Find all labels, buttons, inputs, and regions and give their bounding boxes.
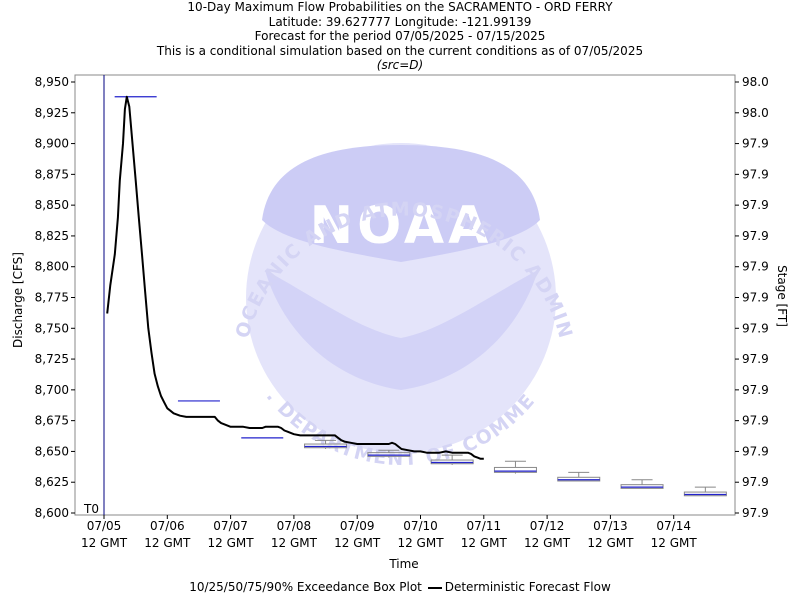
x-tick-label-time: 12 GMT: [271, 536, 318, 550]
x-tick-label-time: 12 GMT: [524, 536, 571, 550]
x-axis-title: Time: [388, 557, 418, 571]
noaa-watermark: NOAA NATIONAL OCEANIC AND ATMOSPHERIC AD…: [0, 0, 575, 470]
chart-subtitle-location: Latitude: 39.627777 Longitude: -121.9913…: [268, 14, 532, 29]
legend-box-label: 10/25/50/75/90% Exceedance Box Plot: [189, 580, 422, 594]
x-tick-label-date: 07/06: [150, 519, 185, 533]
x-tick-label-time: 12 GMT: [587, 536, 634, 550]
x-tick-label-time: 12 GMT: [208, 536, 255, 550]
x-tick-label-time: 12 GMT: [461, 536, 508, 550]
x-tick-label-date: 07/14: [656, 519, 691, 533]
y-axis-title-right: Stage [FT]: [775, 265, 789, 327]
y-tick-label-left: 8,925: [35, 106, 69, 120]
x-tick-label-time: 12 GMT: [144, 536, 191, 550]
y-tick-label-right: 97.9: [742, 352, 769, 366]
y-tick-label-left: 8,675: [35, 414, 69, 428]
y-tick-label-right: 97.9: [742, 137, 769, 151]
y-tick-label-right: 97.9: [742, 291, 769, 305]
y-tick-label-right: 97.9: [742, 506, 769, 520]
y-tick-label-right: 97.9: [742, 198, 769, 212]
box-body: [367, 452, 411, 457]
y-tick-label-left: 8,725: [35, 352, 69, 366]
x-tick-label-date: 07/07: [213, 519, 248, 533]
y-axis-title-left: Discharge [CFS]: [11, 252, 25, 348]
box-body: [493, 466, 537, 473]
y-tick-label-right: 97.9: [742, 321, 769, 335]
t0-marker-label: T0: [83, 502, 99, 516]
x-tick-label-date: 07/11: [467, 519, 502, 533]
y-tick-label-right: 97.9: [742, 260, 769, 274]
y-tick-label-left: 8,650: [35, 444, 69, 458]
x-tick-label-date: 07/08: [277, 519, 312, 533]
x-tick-label-date: 07/13: [593, 519, 628, 533]
y-tick-label-right: 97.9: [742, 229, 769, 243]
forecast-series: [106, 95, 484, 460]
x-tick-label-date: 07/12: [530, 519, 565, 533]
noaa-logo-wave: [265, 270, 538, 390]
y-tick-label-right: 97.9: [742, 475, 769, 489]
x-tick-label-time: 12 GMT: [651, 536, 698, 550]
box-body: [304, 443, 348, 449]
y-tick-label-left: 8,750: [35, 321, 69, 335]
chart-title-block: 10-Day Maximum Flow Probabilities on the…: [0, 0, 800, 73]
y-tick-label-left: 8,875: [35, 167, 69, 181]
y-tick-label-left: 8,850: [35, 198, 69, 212]
plot-area-border: [74, 74, 736, 516]
forecast-flow-line: [106, 95, 484, 460]
box-body: [557, 476, 601, 482]
y-tick-label-left: 8,600: [35, 506, 69, 520]
x-tick-label-date: 07/09: [340, 519, 375, 533]
chart-subtitle-condition: This is a conditional simulation based o…: [156, 43, 644, 58]
legend-line-swatch: [427, 586, 442, 589]
chart-subtitle-period: Forecast for the period 07/05/2025 - 07/…: [254, 29, 546, 43]
x-tick-label-time: 12 GMT: [81, 536, 128, 550]
box-body: [430, 459, 474, 465]
noaa-logo-bird-upper: [262, 145, 540, 262]
y-tick-label-right: 97.9: [742, 414, 769, 428]
x-tick-label-time: 12 GMT: [334, 536, 381, 550]
box-body: [683, 491, 727, 497]
legend-line-label: Deterministic Forecast Flow: [444, 580, 611, 594]
y-tick-label-left: 8,800: [35, 260, 69, 274]
y-tick-label-right: 97.9: [742, 444, 769, 458]
y-tick-label-left: 8,900: [35, 137, 69, 151]
y-tick-label-left: 8,775: [35, 291, 69, 305]
y-tick-label-left: 8,700: [35, 383, 69, 397]
box-body: [620, 484, 664, 489]
y-tick-label-right: 97.9: [742, 383, 769, 397]
y-tick-label-left: 8,825: [35, 229, 69, 243]
chart-legend: 10/25/50/75/90% Exceedance Box Plot Dete…: [0, 580, 800, 594]
y-tick-label-right: 98.0: [742, 106, 769, 120]
y-axis-right: 97.9 97.9 97.9 97.9 97.9 97.9 97.9 97.9 97.9 97.9…: [735, 75, 769, 520]
y-tick-label-left: 8,950: [35, 75, 69, 89]
y-axis-left: 8,600 8,625 8,650 8,675 8,700 8,725 8,750 8,775…: [35, 75, 75, 520]
noaa-logo-text: NOAA: [310, 196, 493, 256]
chart-subtitle-source: (src=D): [376, 58, 424, 72]
exceedance-box-plots: [114, 96, 727, 497]
x-axis: 07/05 12 GMT 07/06 12 GMT 07/07 12 GMT 07/08 12…: [81, 515, 697, 550]
x-tick-label-time: 12 GMT: [397, 536, 444, 550]
y-tick-label-left: 8,625: [35, 475, 69, 489]
chart-title: 10-Day Maximum Flow Probabilities on the…: [187, 0, 613, 14]
x-tick-label-date: 07/05: [87, 519, 122, 533]
y-tick-label-right: 98.0: [742, 75, 769, 89]
x-tick-label-date: 07/10: [403, 519, 438, 533]
y-tick-label-right: 97.9: [742, 167, 769, 181]
